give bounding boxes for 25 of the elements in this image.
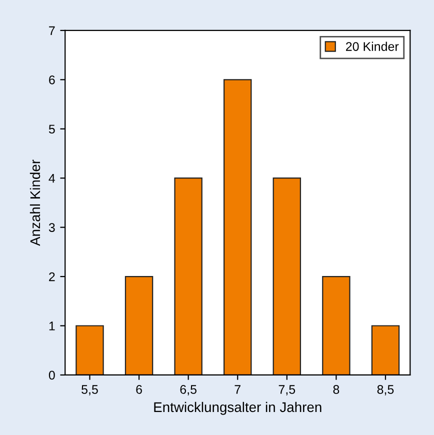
y-tick-label: 6 [49, 75, 55, 84]
y-tick-label: 4 [48, 174, 56, 183]
y-tick-label: 1 [49, 322, 55, 330]
x-tick-label: 6,5 [180, 385, 196, 396]
bar [224, 79, 252, 375]
bar [371, 325, 400, 375]
bar [174, 178, 202, 375]
x-tick-label: 8,5 [377, 385, 394, 396]
y-tick-label: 7 [49, 26, 55, 35]
x-axis-title: Entwicklungsalter in Jahren [154, 402, 322, 415]
x-tick-label: 8 [333, 385, 340, 394]
bar [76, 325, 104, 375]
legend-label: 20 Kinder [346, 42, 399, 51]
x-tick-label: 6 [136, 385, 142, 394]
x-tick-label: 7,5 [278, 385, 296, 396]
y-axis-title: Anzahl Kinder [30, 160, 40, 246]
bar [322, 276, 350, 375]
y-tick-label: 2 [49, 272, 55, 282]
y-tick-label: 3 [48, 223, 55, 232]
x-tick-label: 7 [234, 385, 240, 394]
bar [272, 178, 302, 375]
bar [124, 276, 154, 375]
y-tick-label: 0 [48, 370, 55, 380]
y-tick-label: 5 [48, 124, 55, 134]
x-tick-label: 5,5 [82, 385, 98, 396]
